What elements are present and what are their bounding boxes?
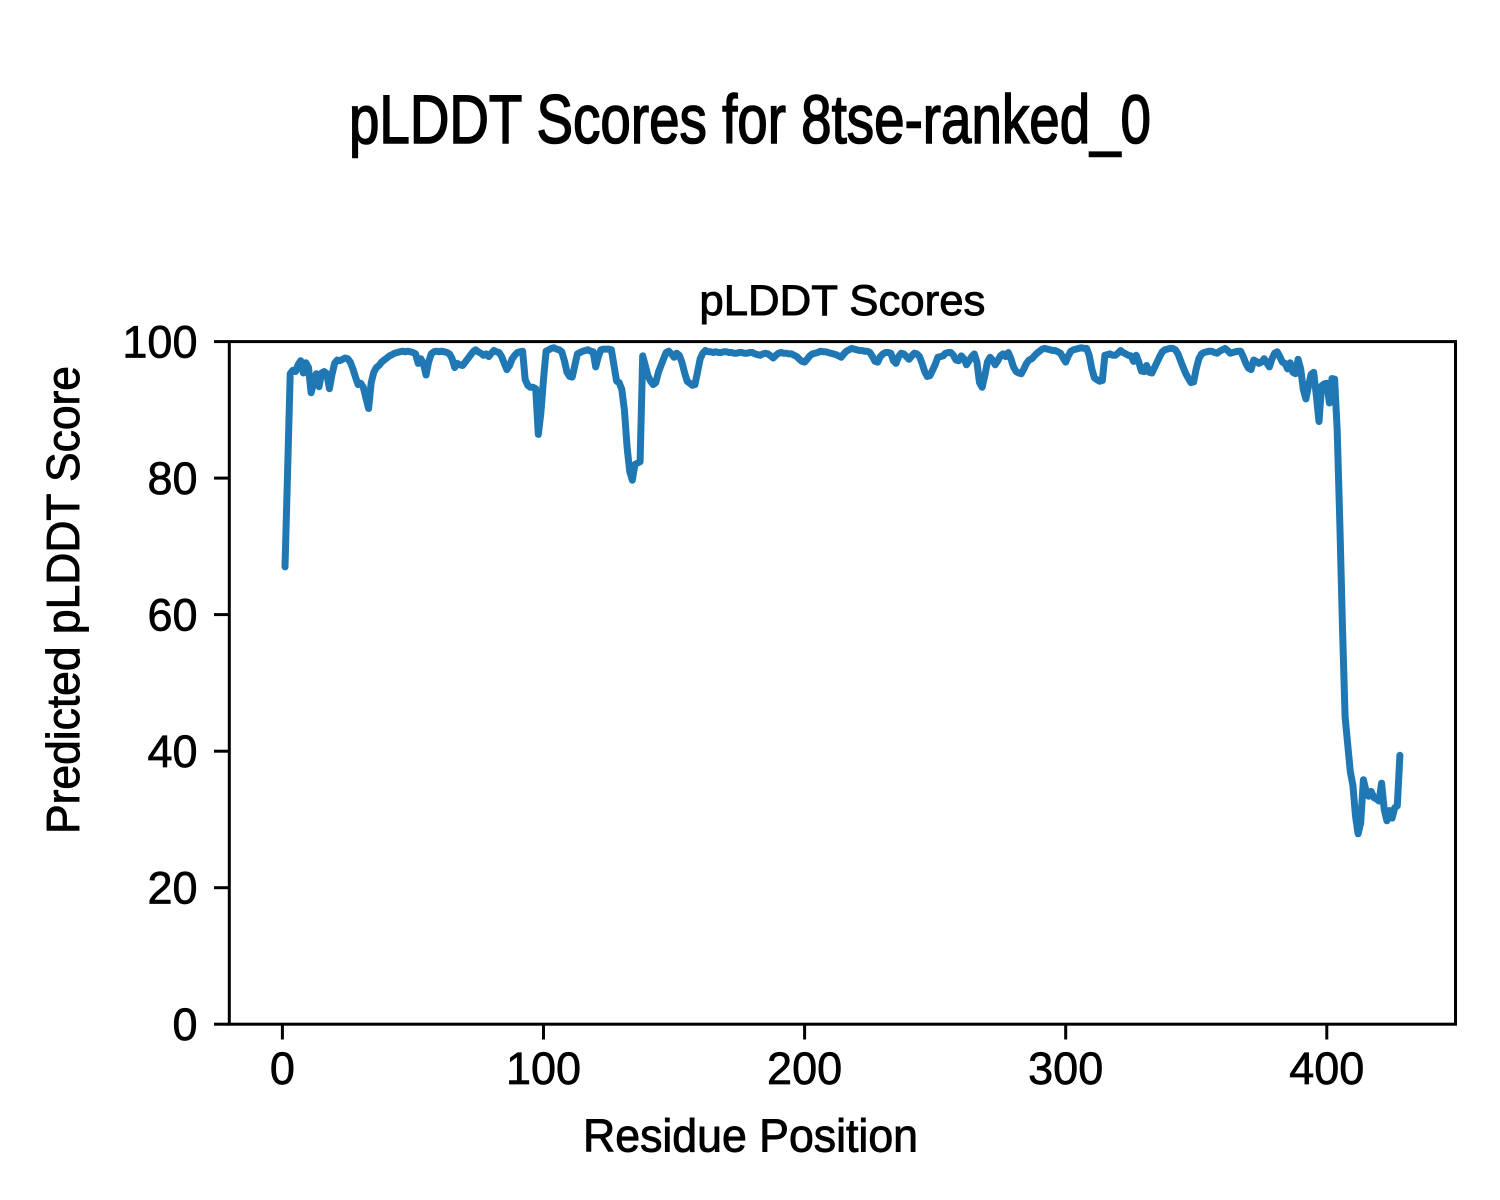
svg-text:100: 100 — [122, 317, 197, 368]
svg-text:100: 100 — [506, 1043, 581, 1094]
svg-text:400: 400 — [1289, 1043, 1364, 1094]
svg-text:pLDDT Scores: pLDDT Scores — [699, 277, 985, 324]
svg-text:Predicted pLDDT Score: Predicted pLDDT Score — [37, 366, 89, 834]
svg-text:0: 0 — [270, 1043, 295, 1094]
svg-text:300: 300 — [1028, 1043, 1103, 1094]
svg-text:60: 60 — [147, 590, 197, 641]
svg-text:80: 80 — [147, 453, 197, 504]
svg-text:200: 200 — [767, 1043, 842, 1094]
svg-text:0: 0 — [172, 999, 197, 1050]
svg-text:40: 40 — [147, 726, 197, 777]
svg-text:Residue Position: Residue Position — [583, 1110, 918, 1162]
svg-text:pLDDT Scores for 8tse-ranked_0: pLDDT Scores for 8tse-ranked_0 — [349, 81, 1151, 158]
svg-text:20: 20 — [147, 863, 197, 914]
